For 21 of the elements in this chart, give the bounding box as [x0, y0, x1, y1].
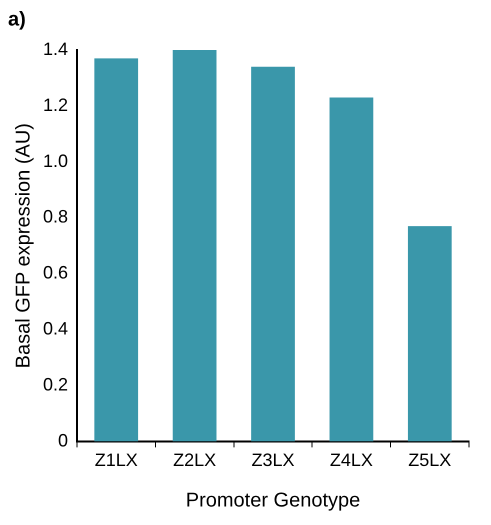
- bar: [172, 50, 216, 442]
- y-tick-label: 1.2: [42, 94, 68, 115]
- y-tick-label: 1.0: [42, 150, 68, 171]
- bar: [251, 66, 295, 442]
- bar: [408, 226, 452, 442]
- x-tick-label: Z1LX: [94, 450, 138, 470]
- x-axis-title: Promoter Genotype: [186, 490, 360, 512]
- y-axis-title: Basal GFP expression (AU): [12, 123, 35, 368]
- bar: [94, 58, 138, 442]
- y-tick-label: 1.4: [42, 38, 68, 59]
- y-tick-label: 0.4: [42, 318, 68, 339]
- bar: [330, 98, 374, 442]
- x-tick-label: Z3LX: [251, 450, 295, 470]
- chart-title: a): [8, 8, 26, 31]
- y-tick-label: 0.2: [42, 374, 68, 394]
- x-tick-label: Z5LX: [408, 450, 452, 470]
- y-tick-label: 0.6: [42, 262, 68, 283]
- y-tick-label: 0.8: [42, 206, 68, 227]
- x-tick-label: Z2LX: [173, 450, 216, 470]
- y-tick-label: 0: [58, 430, 68, 450]
- x-tick-label: Z4LX: [330, 450, 373, 470]
